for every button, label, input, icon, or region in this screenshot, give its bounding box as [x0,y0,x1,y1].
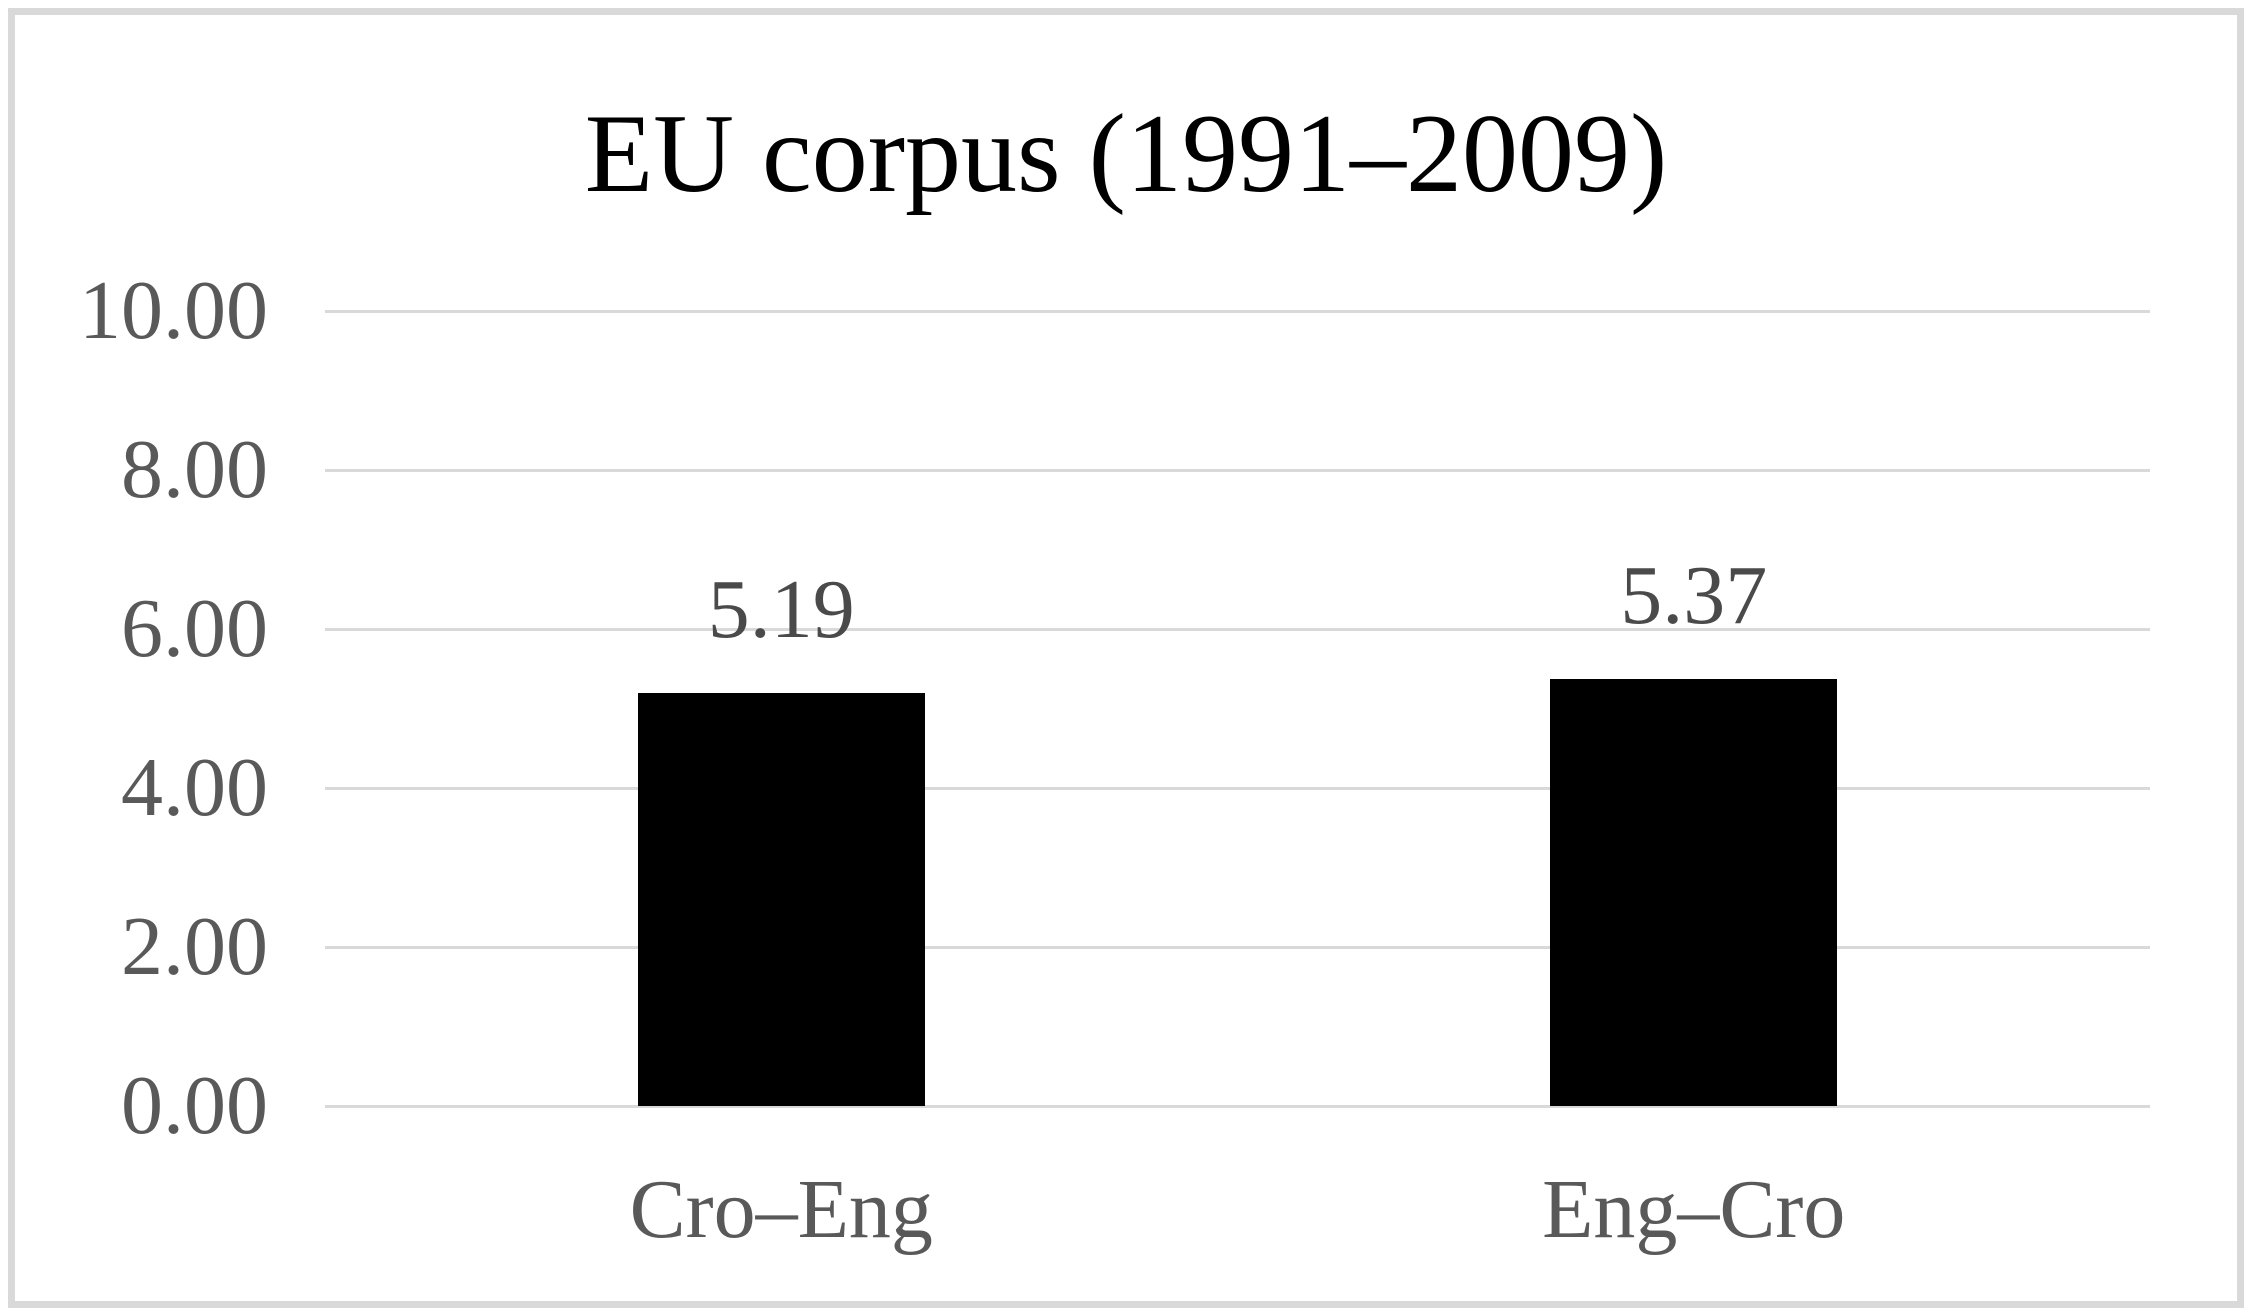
category-label-cro-eng: Cro–Eng [629,1163,933,1256]
gridline-10.00 [325,309,2150,313]
chart-title: EU corpus (1991–2009) [584,92,1668,216]
category-label-eng-cro: Eng–Cro [1542,1163,1846,1256]
gridline-8.00 [325,468,2150,472]
data-label-eng-cro: 5.37 [1620,549,1768,643]
bar-eng-cro [1550,679,1838,1106]
gridline-4.00 [325,786,2150,790]
y-axis-tick-label: 10.00 [79,264,268,357]
gridline-2.00 [325,945,2150,949]
y-axis-tick-label: 6.00 [121,582,268,675]
data-label-cro-eng: 5.19 [707,563,855,657]
y-axis-tick-label: 8.00 [121,423,268,516]
chart-border-frame: EU corpus (1991–2009) 0.00 2.00 4.00 6.00 8.… [8,8,2244,1308]
y-axis-tick-label: 0.00 [121,1059,268,1152]
gridline-6.00 [325,627,2150,631]
gridline-0.00 [325,1104,2150,1108]
bar-cro-eng [637,693,925,1106]
y-axis-tick-label: 2.00 [121,900,268,993]
y-axis-tick-label: 4.00 [121,741,268,834]
